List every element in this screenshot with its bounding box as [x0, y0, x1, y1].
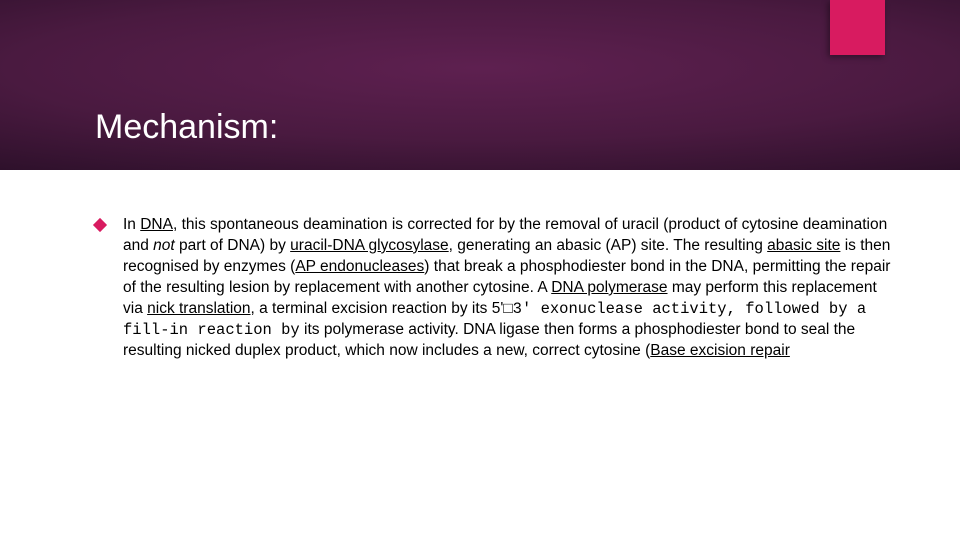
text-run: , generating an abasic (AP) site. The re… [449, 237, 768, 254]
diamond-bullet-icon [93, 218, 107, 232]
link-uracil-dna-glycosylase: uracil-DNA glycosylase [290, 237, 449, 254]
link-base-excision-repair: Base excision repair [650, 342, 790, 359]
link-abasic-site: abasic site [767, 237, 840, 254]
italic-not: not [153, 237, 175, 254]
bullet-item: In DNA, this spontaneous deamination is … [95, 215, 900, 361]
text-run: part of DNA) by [175, 237, 290, 254]
text-run: , a terminal excision reaction by its 5'… [251, 300, 513, 317]
link-dna: DNA [140, 216, 173, 233]
slide-body: In DNA, this spontaneous deamination is … [95, 215, 900, 361]
link-dna-polymerase: DNA polymerase [551, 279, 667, 296]
link-ap-endonucleases: AP endonucleases [295, 258, 424, 275]
text-run: In [123, 216, 140, 233]
link-nick-translation: nick translation [147, 300, 250, 317]
body-paragraph: In DNA, this spontaneous deamination is … [123, 215, 900, 361]
slide-title: Mechanism: [95, 108, 278, 147]
accent-tab [830, 0, 885, 55]
